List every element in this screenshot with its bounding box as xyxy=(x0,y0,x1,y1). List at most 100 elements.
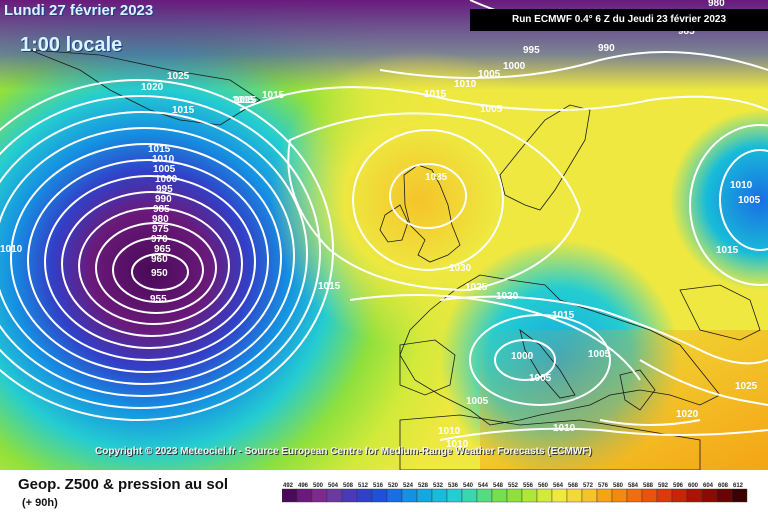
legend-swatch xyxy=(521,488,538,503)
isobar-label: 955 xyxy=(150,294,167,305)
legend-swatch xyxy=(491,488,508,503)
isobar-1000 xyxy=(494,339,556,381)
forecast-local-time: 1:00 locale xyxy=(20,34,123,56)
legend-swatch xyxy=(716,488,733,503)
isobars xyxy=(0,0,768,440)
isobar-label: 1005 xyxy=(588,349,611,360)
model-run-banner: Run ECMWF 0.4° 6 Z du Jeudi 23 février 2… xyxy=(470,9,768,31)
legend-tick-label: 564 xyxy=(553,483,564,489)
subtropical-ridge-shading xyxy=(480,330,768,470)
isobar-label: 1010 xyxy=(454,79,477,90)
legend-swatch xyxy=(656,488,673,503)
legend-tick-label: 596 xyxy=(673,483,684,489)
legend-tick-label: 504 xyxy=(328,483,339,489)
legend-tick-label: 560 xyxy=(538,483,549,489)
isobar-label: 1025 xyxy=(465,282,488,293)
legend-swatch xyxy=(596,488,613,503)
legend-tick-label: 492 xyxy=(283,483,294,489)
copyright-notice: Copyright © 2023 Meteociel.fr - Source E… xyxy=(95,446,592,457)
legend-swatch xyxy=(731,488,748,503)
isobar-label: 1005 xyxy=(738,195,761,206)
legend-tick-label: 524 xyxy=(403,483,414,489)
isobar-label: 975 xyxy=(152,224,169,235)
isobar-label: 960 xyxy=(151,254,168,265)
isobar-label: 1015 xyxy=(552,310,575,321)
isobar-label: 1010 xyxy=(730,180,753,191)
legend-swatch xyxy=(386,488,403,503)
isobar-label: 1025 xyxy=(735,381,758,392)
legend-swatch xyxy=(311,488,328,503)
legend-tick-label: 608 xyxy=(718,483,729,489)
isobar-label: 1035 xyxy=(425,172,448,183)
legend-swatch xyxy=(476,488,493,503)
ireland-outline xyxy=(379,204,409,243)
isobar-label: 1030 xyxy=(449,263,472,274)
legend-swatch xyxy=(686,488,703,503)
italy-outline xyxy=(519,329,576,399)
legend-tick-label: 516 xyxy=(373,483,384,489)
forecast-date: Lundi 27 février 2023 xyxy=(4,2,154,19)
isobar-label: 995 xyxy=(156,184,173,195)
legend-tick-label: 612 xyxy=(733,483,744,489)
legend-swatch xyxy=(626,488,643,503)
isobar-label: 1015 xyxy=(318,281,341,292)
isobar-label: 1000 xyxy=(155,174,178,185)
legend-tick-label: 576 xyxy=(598,483,609,489)
legend-tick-label: 548 xyxy=(493,483,504,489)
isobar-label: 1015 xyxy=(424,89,447,100)
legend-swatch xyxy=(296,488,313,503)
isobar-label: 1005 xyxy=(480,104,503,115)
scandinavia-outline xyxy=(499,104,591,211)
legend-swatch xyxy=(671,488,688,503)
isobar-label: 1015 xyxy=(234,95,257,106)
isobar-label: 970 xyxy=(151,234,168,245)
isobar-label: 1015 xyxy=(148,144,171,155)
isobar-label: 980 xyxy=(152,214,169,225)
isobar-label: 1000 xyxy=(503,61,526,72)
isobar-label: 1005 xyxy=(529,373,552,384)
legend-swatch xyxy=(371,488,388,503)
legend-swatch xyxy=(461,488,478,503)
legend-swatch xyxy=(641,488,658,503)
legend-tick-label: 540 xyxy=(463,483,474,489)
isobar-label: 985 xyxy=(153,204,170,215)
legend-tick-label: 532 xyxy=(433,483,444,489)
isobar-label: 980 xyxy=(708,0,725,9)
color-scale-legend: 492 496 500 504 508 512 516 520 524 528 532 536 540 5… xyxy=(282,480,752,504)
legend-tick-label: 528 xyxy=(418,483,429,489)
legend-swatch xyxy=(431,488,448,503)
isobar-label: 1025 xyxy=(167,71,190,82)
legend-swatch xyxy=(282,488,298,503)
legend-swatch xyxy=(566,488,583,503)
legend-swatch xyxy=(446,488,463,503)
isobar-label: 965 xyxy=(154,244,171,255)
isobar-label: 1010 xyxy=(0,244,23,255)
isobar-labels: 980 985 995 990 1000 1005 1010 1015 1025… xyxy=(0,0,761,450)
isobar-label: 1000 xyxy=(511,351,534,362)
legend-tick-label: 520 xyxy=(388,483,399,489)
legend-tick-label: 512 xyxy=(358,483,369,489)
isobar-label: 1015 xyxy=(232,95,255,106)
isobar-label: 1020 xyxy=(496,291,519,302)
legend-tick-label: 592 xyxy=(658,483,669,489)
isobar-label: 1005 xyxy=(466,396,489,407)
legend-swatch xyxy=(401,488,418,503)
legend-tick-label: 500 xyxy=(313,483,324,489)
legend-tick-label: 588 xyxy=(643,483,654,489)
isobar-label: 1020 xyxy=(676,409,699,420)
legend-tick-label: 580 xyxy=(613,483,624,489)
isobar-label: 1015 xyxy=(716,245,739,256)
pressure-map: 980 985 995 990 1000 1005 1010 1015 1025… xyxy=(0,0,768,470)
isobar-label: 950 xyxy=(151,268,168,279)
north-africa-outline xyxy=(399,414,701,470)
legend-tick-label: 544 xyxy=(478,483,489,489)
legend-tick-label: 600 xyxy=(688,483,699,489)
black-sea-outline xyxy=(679,284,761,341)
isobar-950 xyxy=(131,253,189,291)
iberia-outline xyxy=(399,339,456,396)
isobar-label: 990 xyxy=(155,194,172,205)
isobar-label: 1005 xyxy=(153,164,176,175)
isobar-label: 995 xyxy=(523,45,540,56)
isobar-label: 1005 xyxy=(478,69,501,80)
legend-tick-label: 568 xyxy=(568,483,579,489)
